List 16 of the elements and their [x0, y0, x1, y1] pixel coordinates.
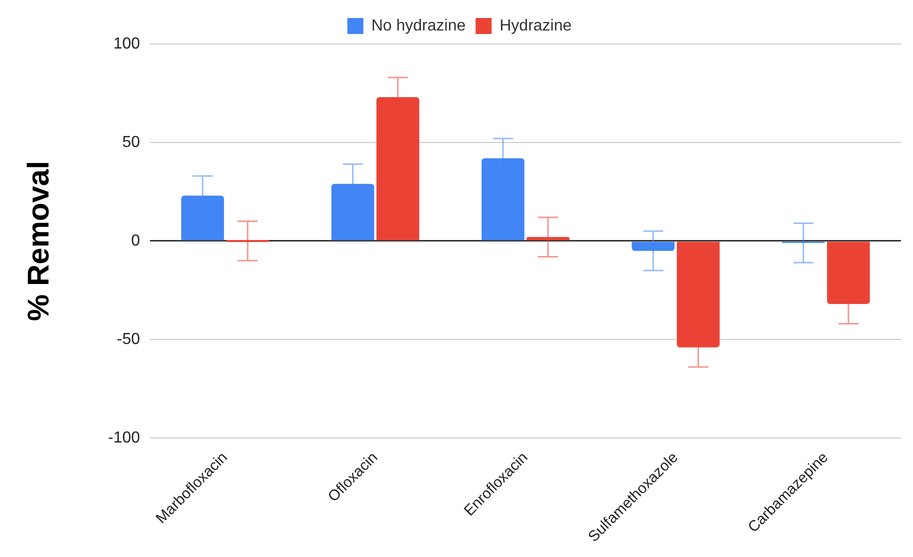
- bar: [331, 184, 374, 240]
- bar: [376, 97, 420, 240]
- y-tick-label: 50: [122, 134, 140, 151]
- bar: [676, 242, 720, 348]
- bar: [181, 196, 224, 240]
- bar: [526, 237, 570, 240]
- legend-label: Hydrazine: [500, 17, 572, 34]
- y-tick-label: -100: [108, 429, 140, 446]
- bar: [482, 158, 524, 240]
- y-tick-label: 0: [131, 232, 140, 250]
- y-tick-label: -50: [116, 330, 140, 348]
- legend-label: No hydrazine: [371, 17, 466, 34]
- y-axis-title: % Removal: [22, 160, 56, 322]
- bar: [632, 242, 675, 251]
- bar: [827, 242, 870, 304]
- y-tick-label: 100: [113, 35, 140, 52]
